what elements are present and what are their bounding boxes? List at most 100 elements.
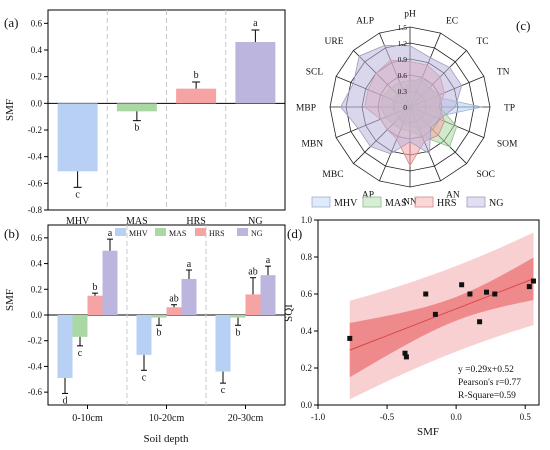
panel-c-legend: MHV MAS HRS NG: [311, 196, 503, 209]
bar: [151, 315, 167, 318]
panel-d-annotation-rsquare: R-Square=0.59: [458, 391, 516, 401]
panel-b-xlabel: Soil depth: [144, 433, 189, 445]
bar: [136, 315, 152, 355]
data-point: [402, 350, 408, 356]
y-tick-label: -0.2: [28, 125, 42, 135]
fit-line: [349, 278, 534, 351]
legend-swatch: [362, 196, 382, 208]
significance-letter: b: [157, 327, 162, 338]
x-tick-label: -0.5: [380, 412, 395, 422]
radar-axis-label: TN: [497, 68, 510, 78]
panel-b-tag: (b): [4, 226, 19, 241]
radar-axis-label: ALP: [356, 17, 374, 27]
panel-a-x-ticks: MHV MAS HRS NG: [66, 216, 263, 227]
data-point: [459, 282, 465, 288]
y-tick-label: -0.2: [28, 336, 42, 346]
significance-letter: b: [93, 282, 98, 293]
significance-letter: c: [142, 372, 147, 383]
radar-series-area: [340, 45, 463, 155]
panel-b-ylabel: SMF: [4, 289, 16, 311]
y-tick-label: 0.2: [31, 284, 42, 294]
y-tick-label: 0.0: [301, 400, 313, 410]
legend-swatch: [237, 228, 248, 236]
panel-c: (c) 0 0.3 0.6 0.9 1.2 1.5 pH EC TC TN TP SOM SOC AN N…: [296, 10, 531, 210]
radial-tick-label: 0.6: [398, 71, 408, 80]
legend-label: MAS: [385, 198, 407, 209]
x-tick-label: 0-10cm: [72, 413, 103, 424]
legend-label: HRS: [437, 198, 456, 209]
bar: [87, 295, 103, 315]
data-point: [530, 278, 536, 284]
significance-letter: ab: [169, 294, 178, 305]
bar: [116, 103, 157, 112]
radar-axis-label: URE: [325, 37, 344, 47]
x-tick-label: 0.5: [520, 412, 532, 422]
data-point: [423, 291, 429, 297]
bar: [260, 275, 276, 315]
x-tick-label: 10-20cm: [149, 413, 185, 424]
bar: [245, 294, 261, 315]
legend-label: MAS: [169, 229, 186, 238]
x-tick-label: 20-30cm: [228, 413, 264, 424]
significance-letter: c: [75, 189, 80, 200]
bar: [176, 88, 217, 104]
panel-a: (a) SMF -0.8 -0.6 -0.4 -0.2 0.0 0.2 0.4 0.6 c b b…: [4, 9, 286, 227]
bar: [215, 315, 231, 372]
bar: [57, 315, 73, 378]
radar-axis-label: AP: [362, 190, 374, 200]
radial-tick-label: 0: [403, 103, 407, 112]
data-point: [477, 319, 483, 325]
bar: [230, 315, 246, 318]
radar-axis-label: MBN: [301, 139, 323, 149]
radial-tick-label: 1.5: [398, 23, 408, 32]
panel-b-x-ticks: 0-10cm 10-20cm 20-30cm: [72, 405, 263, 424]
panel-d-bands: [349, 232, 534, 400]
panel-d-annotation-equation: y =0.29x+0.52: [458, 365, 514, 375]
legend-label: NG: [489, 198, 503, 209]
panel-b: (b) SMF Soil depth -0.6 -0.4 -0.2 0.0 0.2 0.4…: [4, 224, 286, 445]
y-tick-label: 0.6: [31, 233, 43, 243]
y-tick-label: -0.8: [28, 205, 43, 215]
panel-d-points: [347, 278, 536, 360]
panel-d-xlabel: SMF: [417, 426, 439, 438]
radar-axis-label: TC: [476, 37, 488, 47]
legend-label: MHV: [129, 229, 148, 238]
significance-letter: c: [221, 385, 226, 396]
y-tick-label: -0.4: [28, 152, 43, 162]
panel-c-radar-series: [340, 45, 483, 167]
radial-tick-label: 1.2: [398, 39, 408, 48]
radar-axis-label: SOC: [476, 170, 494, 180]
y-tick-label: 1.0: [301, 215, 313, 225]
data-point: [526, 284, 532, 290]
data-point: [403, 354, 409, 360]
data-point: [492, 291, 498, 297]
legend-label: MHV: [334, 198, 358, 209]
panel-d: (d) 0.0 0.2 0.4 0.6 0.8 1.0 -1.0 -0.5 0.0 0.5 SQ…: [283, 215, 540, 438]
panel-b-legend: MHV MAS HRS NG: [115, 228, 263, 238]
legend-swatch: [466, 196, 486, 208]
x-tick-label: HRS: [186, 216, 205, 227]
panel-c-axis-labels: pH EC TC TN TP SOM SOC AN NN AP MBC MBN MBP SCL URE ALP: [296, 10, 518, 208]
x-tick-label: MAS: [126, 216, 148, 227]
y-tick-label: 0.4: [31, 259, 43, 269]
panel-d-frame: [317, 219, 540, 406]
significance-letter: b: [134, 123, 139, 134]
panel-c-radial-ticks: 0 0.3 0.6 0.9 1.2 1.5: [398, 23, 408, 112]
x-tick-label: NG: [248, 216, 262, 227]
panel-c-tag: (c): [516, 18, 530, 33]
radar-axis-label: pH: [404, 10, 416, 20]
radar-axis-label: MBC: [322, 170, 343, 180]
panel-a-ylabel: SMF: [4, 99, 16, 121]
y-tick-label: 0.8: [301, 252, 313, 262]
y-tick-label: 0.2: [31, 72, 42, 82]
radial-tick-label: 0.9: [398, 55, 408, 64]
y-tick-label: 0.4: [31, 45, 43, 55]
legend-swatch: [155, 228, 166, 236]
data-point: [432, 311, 438, 317]
bar: [235, 42, 276, 104]
significance-letter: a: [253, 18, 258, 29]
bar: [72, 315, 88, 337]
panel-b-y-ticks: -0.6 -0.4 -0.2 0.0 0.2 0.4 0.6: [28, 233, 48, 397]
bar: [181, 279, 197, 315]
